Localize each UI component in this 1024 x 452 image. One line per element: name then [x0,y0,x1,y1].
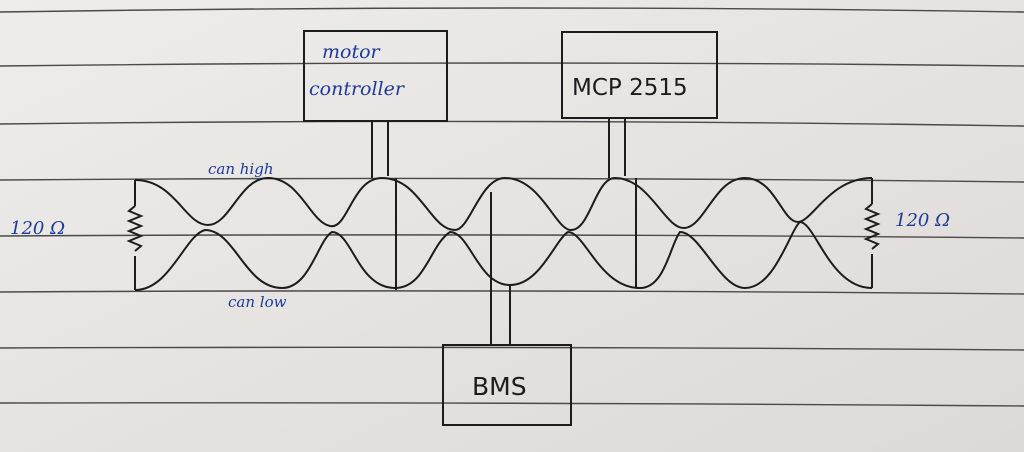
motor-controller-stub [371,121,389,178]
mcp2515-stub [608,118,626,178]
mcp2515-box [561,31,718,119]
bms-label: BMS [472,372,527,401]
mcp2515-node: MCP 2515 [561,31,718,288]
can-low-label: can low [228,293,287,311]
motor-controller-label-line1: motor [322,41,382,63]
can-high-wire [134,176,873,232]
can-high-label: can high [208,160,274,178]
left-resistor-zigzag [126,205,144,252]
left-resistor-label: 120 Ω [10,218,65,239]
motor-controller-node: motor controller [303,30,448,290]
left-terminator [126,180,144,290]
right-terminator [863,178,881,288]
bms-stub [490,192,511,345]
ruled-lines [0,7,1024,407]
motor-controller-box [303,30,448,122]
right-resistor-label: 120 Ω [895,210,950,231]
bms-node: BMS [442,192,572,426]
motor-controller-label-line2: controller [309,78,406,100]
right-resistor-zigzag [863,203,881,250]
bms-box [442,344,572,426]
mcp2515-label: MCP 2515 [572,75,688,101]
